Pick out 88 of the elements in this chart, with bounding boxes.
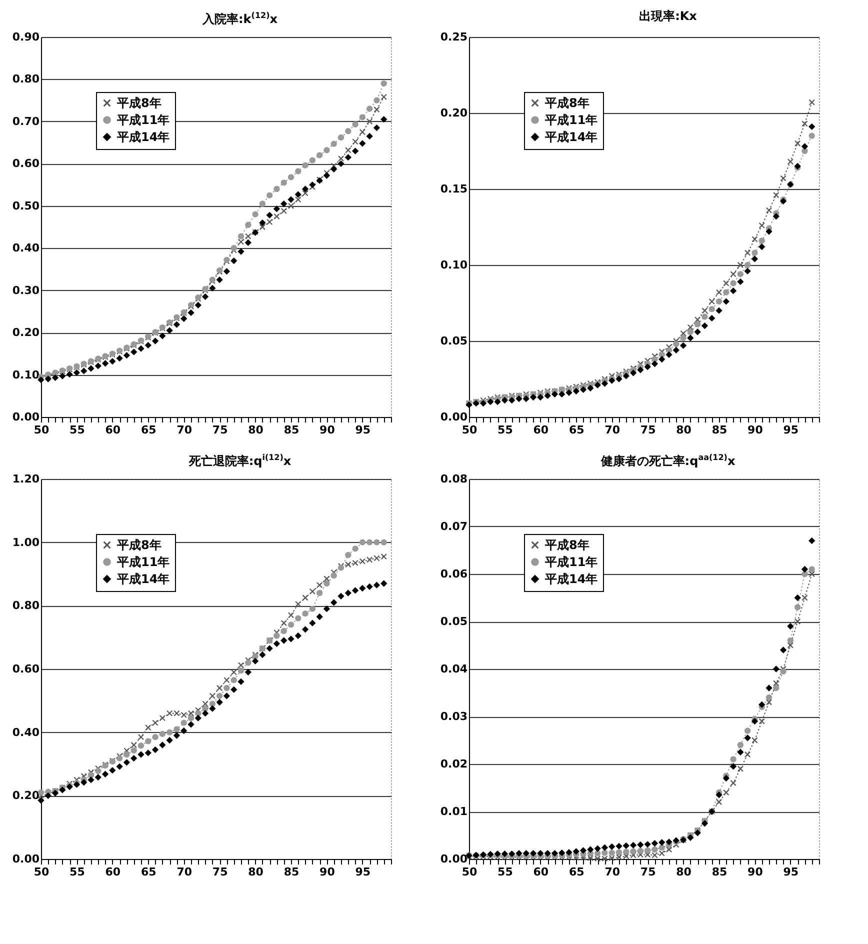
x-tick-label: 80	[248, 866, 264, 878]
x-tick-label: 85	[284, 424, 300, 436]
y-tick-label: 0.60	[12, 157, 40, 170]
y-tick-label: 0.10	[12, 368, 40, 382]
x-tick-label: 85	[712, 424, 728, 436]
y-tick-label: 0.20	[12, 789, 40, 802]
y-tick-label: 0.00	[440, 852, 468, 866]
y-tick-label: 0.02	[440, 758, 468, 770]
x-tick-label: 50	[34, 424, 50, 436]
x-tick-label: 90	[748, 424, 764, 436]
x-tick-label: 60	[533, 866, 549, 878]
y-tick-label: 0.20	[440, 106, 468, 120]
y-tick-label: 0.05	[440, 615, 468, 628]
x-tick-label: 95	[783, 424, 799, 436]
x-tick-label: 95	[783, 866, 799, 878]
legend-label: 平成8年	[544, 538, 590, 552]
y-tick-label: 0.04	[440, 662, 468, 676]
x-tick-label: 55	[498, 866, 513, 878]
x-tick-label: 60	[533, 424, 549, 436]
x-tick-label: 80	[676, 866, 692, 878]
y-tick-label: 0.08	[440, 472, 468, 486]
y-tick-label: 0.06	[440, 568, 468, 580]
y-tick-label: 0.40	[12, 242, 40, 255]
x-tick-label: 85	[712, 866, 728, 878]
x-tick-label: 70	[176, 424, 192, 436]
x-tick-label: 65	[140, 424, 156, 436]
x-tick-label: 85	[284, 866, 300, 878]
chart-title: 出現率:Kx	[638, 8, 698, 25]
x-tick-label: 60	[105, 866, 121, 878]
x-tick-label: 75	[212, 866, 228, 878]
x-tick-label: 50	[462, 424, 478, 436]
y-tick-label: 0.07	[440, 520, 468, 533]
x-tick-label: 70	[604, 424, 620, 436]
y-tick-label: 0.01	[440, 805, 468, 818]
y-tick-label: 0.70	[12, 114, 40, 128]
y-tick-label: 0.60	[12, 662, 40, 676]
x-tick-label: 55	[70, 424, 85, 436]
x-tick-label: 75	[640, 866, 656, 878]
x-tick-label: 50	[462, 866, 478, 878]
x-tick-label: 50	[34, 866, 50, 878]
x-tick-label: 75	[640, 424, 656, 436]
legend-label: 平成8年	[116, 538, 162, 552]
x-tick-label: 60	[105, 424, 121, 436]
y-tick-label: 0.15	[440, 182, 468, 196]
y-tick-label: 0.10	[440, 258, 468, 272]
x-tick-label: 65	[140, 866, 156, 878]
legend-label: 平成11年	[116, 555, 170, 569]
x-tick-label: 55	[70, 866, 85, 878]
chart-title: 健康者の死亡率:q$^{aa(12)}$x	[600, 452, 736, 468]
legend-label: 平成14年	[116, 572, 170, 586]
x-tick-label: 95	[355, 866, 371, 878]
y-tick-label: 0.40	[12, 726, 40, 739]
y-tick-label: 0.90	[12, 30, 40, 44]
y-tick-label: 0.50	[12, 199, 40, 212]
x-tick-label: 90	[320, 866, 336, 878]
x-tick-label: 80	[676, 424, 692, 436]
y-tick-label: 1.20	[12, 472, 40, 486]
legend-label: 平成14年	[544, 572, 598, 586]
legend-label: 平成11年	[544, 555, 598, 569]
x-tick-label: 75	[212, 424, 228, 436]
legend-label: 平成14年	[116, 130, 170, 144]
legend-label: 平成11年	[116, 113, 170, 127]
y-tick-label: 0.20	[12, 326, 40, 340]
y-tick-label: 1.00	[12, 536, 40, 549]
x-tick-label: 55	[498, 424, 513, 436]
legend-label: 平成14年	[544, 130, 598, 144]
y-tick-label: 0.80	[12, 599, 40, 612]
x-tick-label: 90	[748, 866, 764, 878]
y-tick-label: 0.00	[440, 410, 468, 424]
x-tick-label: 65	[568, 866, 584, 878]
y-tick-label: 0.80	[12, 72, 40, 86]
x-tick-label: 70	[604, 866, 620, 878]
y-tick-label: 0.25	[440, 30, 468, 44]
x-tick-label: 80	[248, 424, 264, 436]
y-tick-label: 0.00	[12, 410, 40, 424]
chart-title: 死亡退院率:q$^{i(12)}$x	[188, 452, 292, 468]
legend-label: 平成8年	[116, 96, 162, 110]
y-tick-label: 0.05	[440, 334, 468, 348]
legend-label: 平成11年	[544, 113, 598, 127]
x-tick-label: 65	[568, 424, 584, 436]
y-tick-label: 0.03	[440, 710, 468, 723]
chart-title: 入院率:k$^{(12)}$x	[202, 10, 278, 26]
legend-label: 平成8年	[544, 96, 590, 110]
x-tick-label: 90	[320, 424, 336, 436]
y-tick-label: 0.00	[12, 852, 40, 866]
y-tick-label: 0.30	[12, 284, 40, 297]
x-tick-label: 95	[355, 424, 371, 436]
x-tick-label: 70	[176, 866, 192, 878]
